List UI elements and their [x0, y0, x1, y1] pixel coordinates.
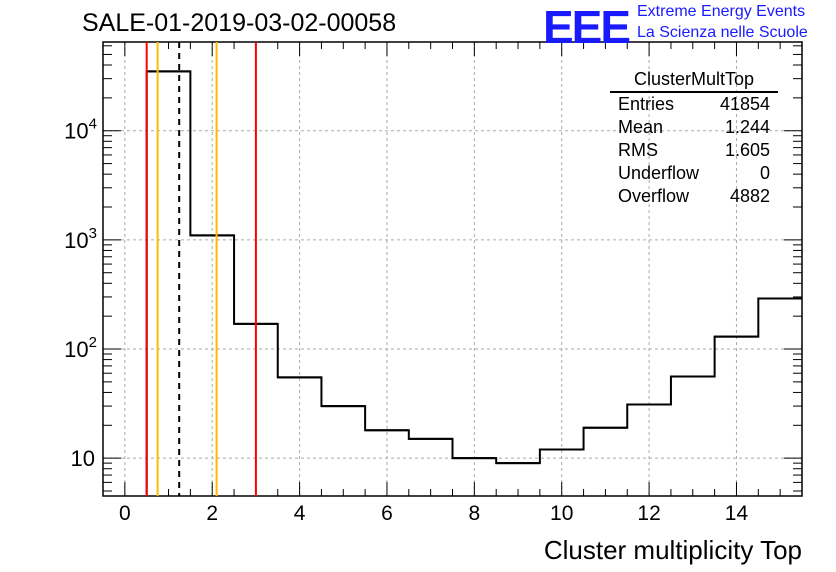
stats-value: 4882	[729, 186, 770, 206]
x-axis-label: Cluster multiplicity Top	[543, 535, 802, 565]
x-tick-label: 2	[206, 502, 218, 525]
y-tick-label: 103	[64, 225, 97, 253]
run-title: SALE-01-2019-03-02-00058	[82, 9, 397, 37]
y-tick-label: 102	[64, 334, 97, 362]
x-tick-label: 4	[294, 502, 306, 525]
stats-value: 0	[759, 163, 770, 183]
stats-row-rms: RMS 1.605	[610, 139, 778, 162]
stats-label: Entries	[618, 94, 675, 114]
stats-box-title: ClusterMultTop	[610, 68, 778, 93]
stats-label: Mean	[618, 117, 664, 137]
stats-label: Overflow	[618, 186, 690, 206]
y-tick-label: 104	[64, 116, 97, 144]
logo-subtitle-line1: Extreme Energy Events	[637, 3, 806, 20]
x-tick-label: 6	[381, 502, 393, 525]
stats-row-mean: Mean 1.244	[610, 116, 778, 139]
stats-value: 1.244	[724, 117, 770, 137]
eee-logo: EEE	[543, 1, 631, 53]
logo-subtitle-line2: La Scienza nelle Scuole	[637, 24, 808, 41]
stats-label: Underflow	[618, 163, 700, 183]
stats-value: 1.605	[724, 140, 770, 160]
stats-value: 41854	[719, 94, 770, 114]
x-tick-label: 0	[119, 502, 131, 525]
x-tick-label: 8	[469, 502, 481, 525]
stats-row-entries: Entries 41854	[610, 93, 778, 116]
x-tick-label: 14	[725, 502, 749, 525]
x-tick-label: 12	[637, 502, 660, 525]
stats-label: RMS	[618, 140, 658, 160]
stats-box: ClusterMultTop Entries 41854 Mean 1.244 …	[610, 68, 778, 208]
stats-row-underflow: Underflow 0	[610, 162, 778, 185]
x-tick-label: 10	[550, 502, 573, 525]
stats-row-overflow: Overflow 4882	[610, 185, 778, 208]
y-tick-label: 10	[71, 446, 95, 471]
